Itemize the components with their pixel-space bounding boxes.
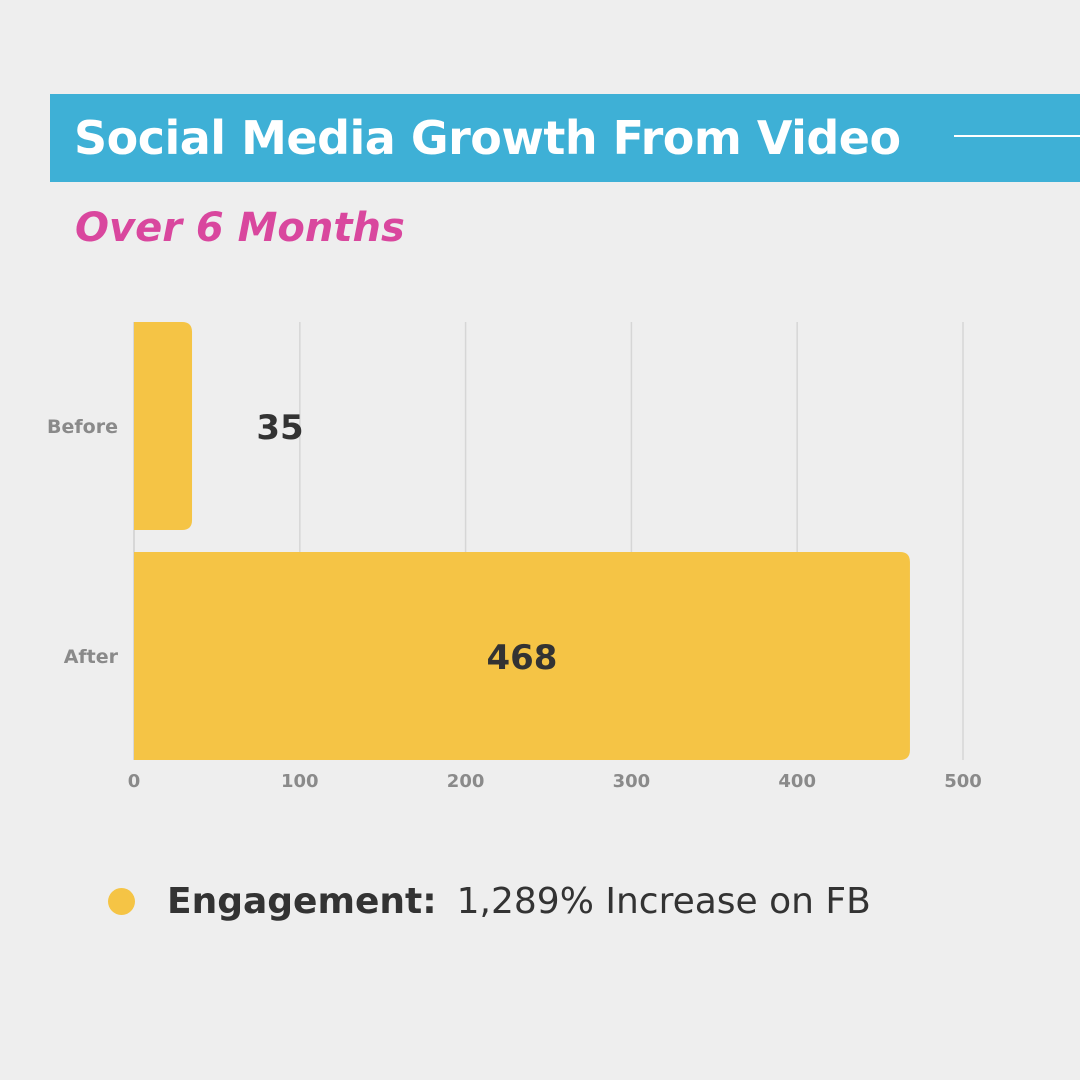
x-tick-label: 500 [944,771,982,792]
data-label: 35 [256,408,303,448]
x-tick-label: 400 [778,771,816,792]
legend: Engagement: 1,289% Increase on FB [108,876,871,926]
title-banner: Social Media Growth From Video [50,94,1080,182]
category-label: Before [47,416,118,438]
chart-title: Social Media Growth From Video [74,111,901,165]
legend-dot-icon [108,887,135,915]
legend-label: Engagement: [167,880,437,922]
bar-after [134,552,910,760]
chart-subtitle: Over 6 Months [75,205,405,251]
bar-before [134,322,193,530]
x-tick-label: 0 [128,771,141,792]
x-tick-label: 100 [281,771,319,792]
x-tick-label: 300 [613,771,651,792]
category-label: After [64,646,119,668]
title-decorative-line [954,135,1080,137]
x-tick-label: 200 [447,771,485,792]
data-label: 468 [486,638,557,678]
legend-text: 1,289% Increase on FB [456,880,871,922]
